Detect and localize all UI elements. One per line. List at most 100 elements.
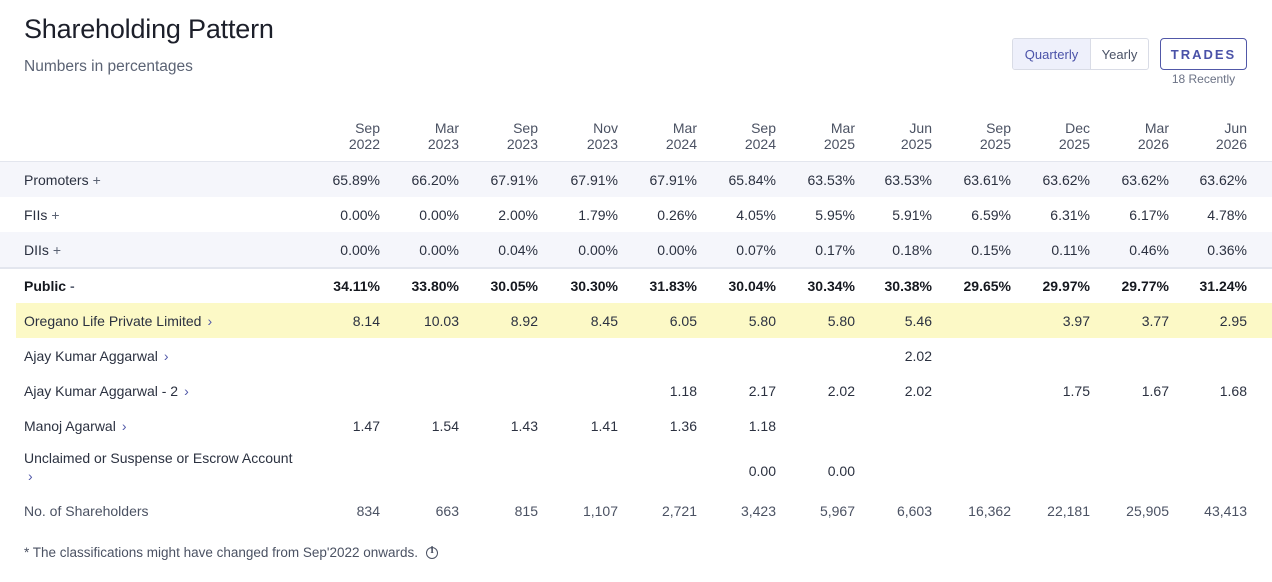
table-cell: 63.53% (807, 171, 855, 188)
table-cell: 1,107 (582, 502, 618, 519)
row-cells: 0.00 0.00 (0, 443, 1272, 493)
table-cell: 5.80 (748, 312, 776, 329)
table-cell: 1.68 (1219, 382, 1247, 399)
table-cell: 67.91% (649, 171, 697, 188)
table-cell: 0.00% (340, 241, 380, 258)
table-cell: 0.07% (736, 241, 776, 258)
table-cell: 3,423 (740, 502, 776, 519)
column-year: 2022 (348, 136, 380, 152)
table-cell: 67.91% (570, 171, 618, 188)
table-cell: 65.89% (332, 171, 380, 188)
table-cell: 63.53% (884, 171, 932, 188)
column-header: Nov 2023 (548, 120, 618, 152)
column-month: Sep (751, 120, 776, 136)
page-title: Shareholding Pattern (24, 14, 274, 44)
table-cell: 25,905 (1126, 502, 1169, 519)
table-cell: 0.18% (892, 241, 932, 258)
table-cell: 0.00% (657, 241, 697, 258)
row-cells: 2.02 (0, 338, 1272, 373)
trades-recent-count: 18 Recently (1171, 72, 1236, 86)
row-cells: 34.11% 33.80% 30.05% 30.30% 31.83% 30.04% 30.3… (0, 269, 1272, 303)
row-label: No. of Shareholders (24, 502, 149, 519)
table-cell: 63.62% (1042, 171, 1090, 188)
column-year: 2023 (586, 136, 618, 152)
table-cell: 1.36 (669, 417, 697, 434)
table-cell: 4.78% (1207, 206, 1247, 223)
table-row-unclaimed-escrow[interactable]: Unclaimed or Suspense or Escrow Account ›… (0, 443, 1272, 493)
trades-button[interactable]: TRADES (1160, 38, 1247, 70)
table-cell: 1.47 (352, 417, 380, 434)
column-header: Sep 2025 (941, 120, 1011, 152)
table-cell: 66.20% (411, 171, 459, 188)
table-cell: 8.45 (590, 312, 618, 329)
table-cell: 1.18 (748, 417, 776, 434)
table-cell: 3.77 (1141, 312, 1169, 329)
table-cell: 0.00% (419, 241, 459, 258)
quarterly-toggle-option[interactable]: Quarterly (1013, 39, 1091, 69)
table-row-promoters[interactable]: Promoters + 65.89% 66.20% 67.91% 67.91% 67.91… (0, 162, 1272, 197)
row-label: Unclaimed or Suspense or Escrow Account (24, 450, 293, 466)
row-label: Manoj Agarwal (24, 417, 116, 434)
table-cell: 33.80% (411, 278, 459, 294)
plus-icon[interactable]: + (92, 171, 101, 188)
table-header-row: Sep 2022 Mar 2023 Sep 2023 Nov 2023 Mar 2024 … (0, 112, 1272, 162)
plus-icon[interactable]: + (52, 241, 62, 258)
chevron-right-icon[interactable]: › (184, 382, 189, 399)
column-header: Mar 2025 (785, 120, 855, 152)
table-cell: 63.62% (1199, 171, 1247, 188)
table-row-manoj-agarwal[interactable]: Manoj Agarwal › 1.47 1.54 1.43 1.41 1.36 1.18 (0, 408, 1272, 443)
table-cell: 30.38% (884, 278, 932, 294)
table-cell: 5.80 (827, 312, 855, 329)
table-cell: 16,362 (968, 502, 1011, 519)
row-label: Oregano Life Private Limited (24, 312, 202, 329)
table-row-fiis[interactable]: FIIs + 0.00% 0.00% 2.00% 1.79% 0.26% 4.05% 5.95… (0, 197, 1272, 232)
table-row-oregano-life[interactable]: Oregano Life Private Limited › 8.14 10.03 8… (16, 303, 1272, 338)
table-cell: 834 (356, 502, 380, 519)
table-cell: 34.11% (333, 278, 380, 294)
table-cell: 0.15% (971, 241, 1011, 258)
column-header: Sep 2024 (706, 120, 776, 152)
column-year: 2023 (506, 136, 538, 152)
row-label: DIIs (24, 241, 49, 258)
column-header: Mar 2026 (1099, 120, 1169, 152)
info-icon[interactable] (426, 546, 439, 559)
table-cell: 6.05 (669, 312, 697, 329)
table-cell: 10.03 (423, 312, 459, 329)
period-toggle: Quarterly Yearly (1012, 38, 1149, 70)
table-cell: 0.11% (1051, 241, 1090, 258)
table-row-shareholders-count: No. of Shareholders 834 663 815 1,107 2,721 3… (0, 493, 1272, 528)
yearly-toggle-option[interactable]: Yearly (1101, 46, 1138, 62)
plus-icon[interactable]: + (51, 206, 60, 223)
table-cell: 5.46 (904, 312, 932, 329)
table-cell: 1.67 (1141, 382, 1169, 399)
column-header: Mar 2024 (627, 120, 697, 152)
row-label: Ajay Kumar Aggarwal (24, 347, 158, 364)
chevron-right-icon[interactable]: › (207, 312, 213, 329)
table-cell: 3.97 (1062, 312, 1090, 329)
table-cell: 43,413 (1204, 502, 1247, 519)
row-label: Public (24, 278, 67, 294)
table-cell: 65.84% (728, 171, 776, 188)
column-month: Nov (593, 120, 618, 136)
row-cells: 1.47 1.54 1.43 1.41 1.36 1.18 (0, 408, 1272, 443)
column-month: Mar (672, 120, 697, 136)
table-cell: 30.05% (490, 278, 538, 294)
chevron-right-icon[interactable]: › (121, 417, 127, 434)
table-cell: 5,967 (819, 502, 855, 519)
table-cell: 1.54 (431, 417, 459, 434)
table-row-ajay-kumar-aggarwal-2[interactable]: Ajay Kumar Aggarwal - 2 › 1.18 2.17 2.02 2.0… (0, 373, 1272, 408)
table-cell: 1.18 (669, 382, 697, 399)
column-year: 2024 (744, 136, 776, 152)
table-cell: 0.00 (748, 463, 776, 479)
table-row-public[interactable]: Public - 34.11% 33.80% 30.05% 30.30% 31.83% 30… (0, 267, 1272, 303)
row-cells: 65.89% 66.20% 67.91% 67.91% 67.91% 65.84% 63.5… (0, 162, 1272, 197)
table-cell: 8.14 (352, 312, 380, 329)
minus-icon[interactable]: - (70, 278, 75, 294)
chevron-right-icon[interactable]: › (163, 347, 169, 364)
table-row-diis[interactable]: DIIs + 0.00% 0.00% 0.04% 0.00% 0.00% 0.07% 0.17… (0, 232, 1272, 267)
table-cell: 2,721 (661, 502, 697, 519)
table-cell: 6.31% (1050, 206, 1090, 223)
table-cell: 63.61% (963, 171, 1011, 188)
chevron-right-icon[interactable]: › (28, 468, 33, 484)
table-row-ajay-kumar-aggarwal[interactable]: Ajay Kumar Aggarwal › 2.02 (0, 338, 1272, 373)
